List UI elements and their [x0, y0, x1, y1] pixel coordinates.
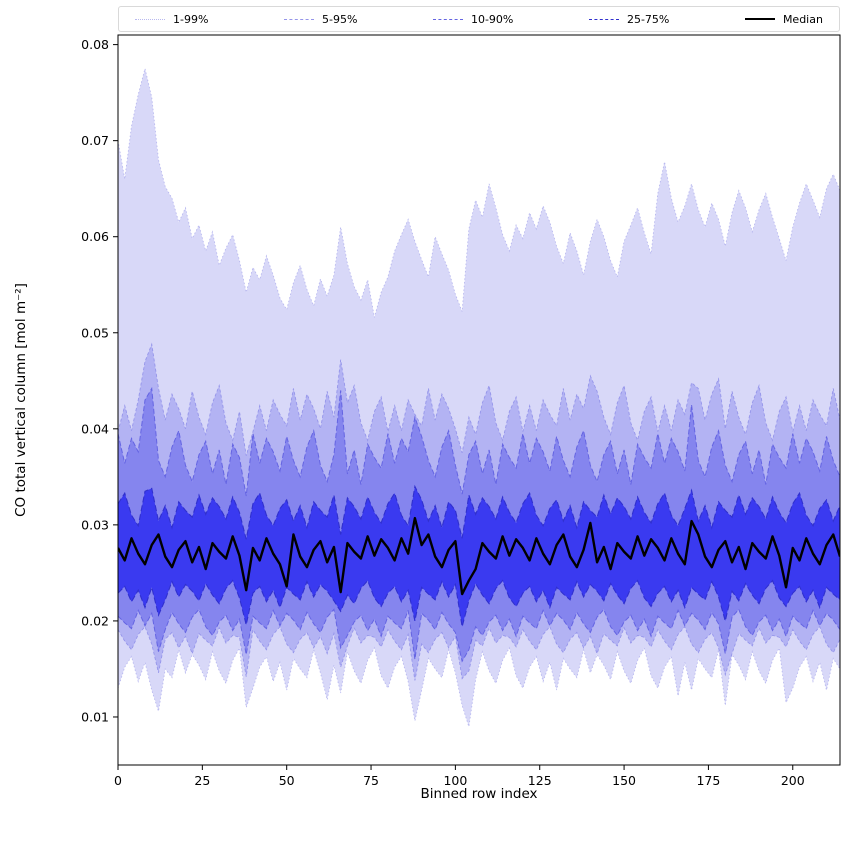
percentile-1-99-line-icon [135, 18, 165, 20]
x-axis-label: Binned row index [420, 786, 538, 802]
legend-entry-5-95: 5-95% [283, 12, 358, 26]
percentile-25-75-line-icon [588, 18, 619, 20]
svg-text:150: 150 [612, 773, 636, 788]
legend-entry-median: Median [744, 12, 823, 26]
svg-text:0.04: 0.04 [81, 421, 109, 436]
percentile-10-90-line-icon [432, 18, 463, 20]
svg-text:75: 75 [363, 773, 379, 788]
legend-label: 1-99% [173, 12, 209, 26]
svg-text:0.01: 0.01 [81, 709, 109, 724]
legend-label: 5-95% [321, 12, 358, 26]
svg-text:175: 175 [696, 773, 720, 788]
svg-text:200: 200 [781, 773, 805, 788]
svg-text:25: 25 [194, 773, 210, 788]
legend-entry-1-99: 1-99% [135, 14, 208, 25]
svg-text:0.08: 0.08 [81, 37, 109, 52]
svg-text:125: 125 [528, 773, 552, 788]
svg-text:0: 0 [114, 773, 122, 788]
svg-text:50: 50 [279, 773, 295, 788]
legend-label: 10-90% [470, 12, 514, 26]
svg-text:0.07: 0.07 [81, 133, 109, 148]
svg-text:0.05: 0.05 [81, 325, 109, 340]
legend-label: Median [782, 12, 823, 26]
median-line-icon [744, 18, 775, 20]
legend-entry-10-90: 10-90% [432, 12, 514, 26]
y-axis-label: CO total vertical column [mol m⁻²] [13, 283, 29, 517]
svg-text:0.03: 0.03 [81, 517, 109, 532]
svg-text:0.02: 0.02 [81, 613, 109, 628]
legend-label: 25-75% [626, 12, 670, 26]
legend: 1-99% 5-95% 10-90% 25-75% Median [118, 6, 840, 32]
legend-entry-25-75: 25-75% [588, 12, 670, 26]
svg-text:100: 100 [443, 773, 467, 788]
percentile-5-95-line-icon [283, 18, 314, 20]
svg-text:0.06: 0.06 [81, 229, 109, 244]
